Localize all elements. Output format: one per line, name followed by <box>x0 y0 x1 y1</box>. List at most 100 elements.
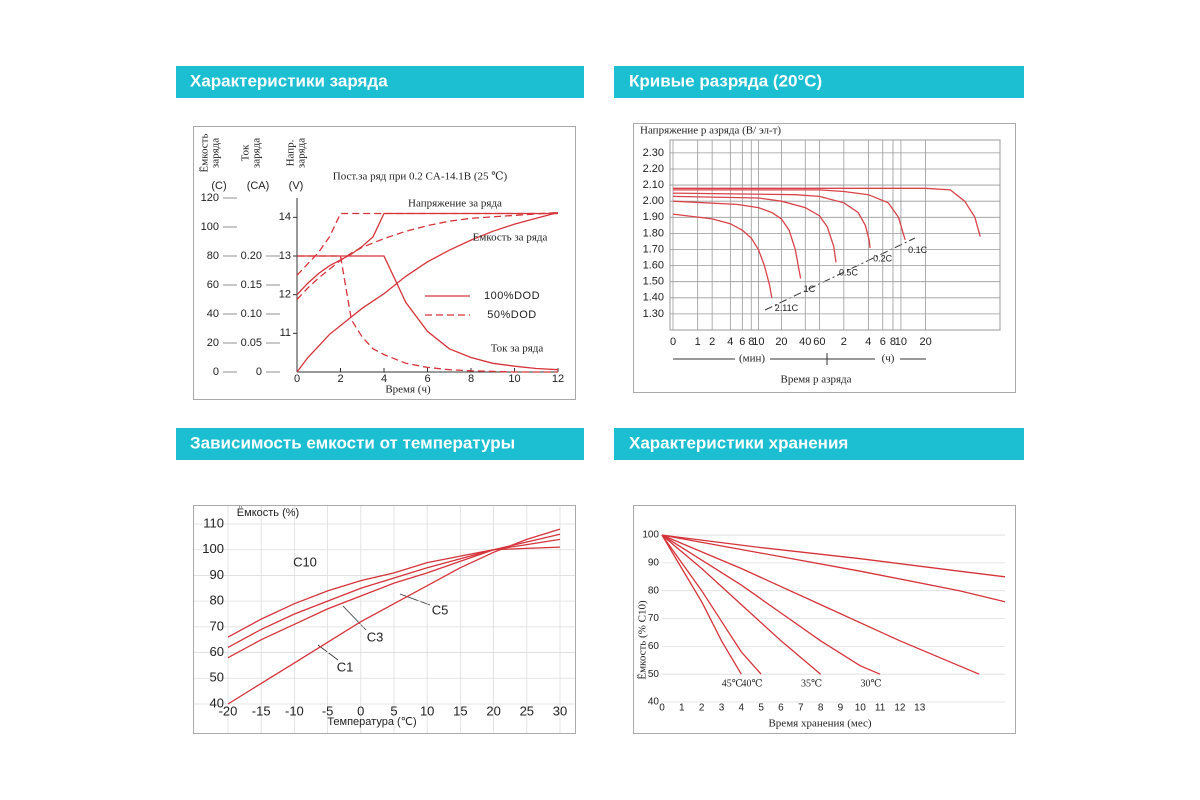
x-tick-label: 10 <box>855 703 867 714</box>
series-label: 2.11C <box>775 303 799 313</box>
x-tick-label: 13 <box>914 703 926 714</box>
x-tick-label: 2 <box>337 373 343 385</box>
x-tick-label: 1 <box>679 703 685 714</box>
x-tick-label: 12 <box>552 373 564 385</box>
x-tick-label: -15 <box>252 703 271 718</box>
x-axis-title: Температура (℃) <box>327 716 416 728</box>
curve <box>672 195 837 263</box>
x-tick-label: 4 <box>865 336 871 348</box>
x-tick-label: 8 <box>748 336 754 348</box>
x-tick-label: 0 <box>294 373 300 385</box>
banner-title: Характеристики хранения <box>629 433 848 452</box>
banner <box>614 428 1024 460</box>
chart-frame <box>193 505 576 734</box>
axis-title: заряда <box>251 138 263 168</box>
y-tick-label: 14 <box>279 211 291 223</box>
series-label: 45℃ <box>722 678 743 689</box>
y-tick-label: 60 <box>207 279 219 291</box>
x-tick-label: 15 <box>453 703 467 718</box>
curve <box>296 211 559 300</box>
x-tick-label: -10 <box>285 703 304 718</box>
y-tick-label: 1.40 <box>643 292 664 304</box>
y-tick-label: 50 <box>210 670 224 685</box>
y-tick-label: 90 <box>648 558 660 569</box>
series-label: C3 <box>367 629 384 644</box>
banner <box>176 428 584 460</box>
series-label: 1C <box>804 284 816 294</box>
axis-unit: (V) <box>289 180 304 192</box>
y-tick-label: 0 <box>213 366 219 378</box>
annotation: Пост.за ряд при 0.2 CA-14.1B (25 ℃) <box>333 171 508 183</box>
y-tick-label: 1.50 <box>643 276 664 288</box>
curve <box>673 189 906 240</box>
y-tick-label: 120 <box>201 192 219 204</box>
series-label: 0.1C <box>908 245 928 255</box>
y-tick-label: 1.30 <box>643 308 664 320</box>
x-tick-label: 10 <box>752 336 764 348</box>
x-tick-label: 2 <box>709 336 715 348</box>
curve <box>661 534 881 675</box>
curve <box>227 546 561 638</box>
curve <box>661 534 762 675</box>
y-tick-label: 100 <box>201 221 219 233</box>
series-label: 35℃ <box>801 678 822 689</box>
x-tick-label: 1 <box>695 336 701 348</box>
x-tick-label: 0 <box>357 703 364 718</box>
y-tick-label: 40 <box>207 308 219 320</box>
x-tick-label: 7 <box>798 703 804 714</box>
axis-title: заряда <box>210 138 222 168</box>
series-label: C1 <box>337 659 354 674</box>
y-tick-label: 0 <box>256 366 262 378</box>
y-axis-title: Ёмкость (%) <box>237 507 299 519</box>
banner-title: Характеристики заряда <box>190 71 388 90</box>
x-tick-label: 25 <box>520 703 534 718</box>
y-tick-label: 80 <box>648 585 660 596</box>
y-tick-label: 100 <box>642 530 659 541</box>
y-tick-label: 2.20 <box>643 163 664 175</box>
y-tick-label: 0.20 <box>241 250 262 262</box>
y-tick-label: 11 <box>280 327 291 339</box>
annotation: Емкость за ряда <box>473 232 548 244</box>
x-tick-label: 20 <box>486 703 500 718</box>
x-tick-label: 5 <box>758 703 764 714</box>
banner-title: Кривые разряда (20°C) <box>629 71 822 90</box>
y-tick-label: 1.80 <box>643 227 664 239</box>
x-tick-label: 11 <box>875 703 886 714</box>
axis-title: Ток <box>240 144 252 161</box>
x-group-label: (мин) <box>739 353 765 365</box>
x-tick-label: 2 <box>841 336 847 348</box>
curve <box>661 534 822 675</box>
x-tick-label: -5 <box>322 703 334 718</box>
y-tick-label: 70 <box>648 613 660 624</box>
y-tick-label: 50 <box>648 669 660 680</box>
x-tick-label: 10 <box>895 336 907 348</box>
y-tick-label: 100 <box>202 541 224 556</box>
axis-unit: (CA) <box>247 180 270 192</box>
x-tick-label: 60 <box>813 336 825 348</box>
x-tick-label: 0 <box>670 336 676 348</box>
x-tick-label: 2 <box>699 703 705 714</box>
curve <box>296 212 558 296</box>
curve <box>296 211 559 373</box>
chart-frame <box>633 123 1016 393</box>
leader <box>399 593 431 606</box>
x-tick-label: 6 <box>739 336 745 348</box>
x-tick-label: 10 <box>420 703 434 718</box>
y-tick-label: 20 <box>207 337 219 349</box>
y-tick-label: 0.10 <box>241 308 262 320</box>
x-axis-title: Время (ч) <box>385 384 431 396</box>
y-tick-label: 110 <box>203 515 224 530</box>
axis-title: Напр. <box>285 139 297 166</box>
x-tick-label: 6 <box>424 373 430 385</box>
y-tick-label: 13 <box>279 250 291 262</box>
y-tick-label: 70 <box>210 618 224 633</box>
y-tick-label: 60 <box>210 644 224 659</box>
banner <box>176 66 584 98</box>
banner-title: Зависимость емкости от температуры <box>190 433 515 452</box>
x-tick-label: 4 <box>381 373 387 385</box>
x-tick-label: 40 <box>799 336 811 348</box>
curve <box>672 200 802 279</box>
series-label: C10 <box>293 554 317 569</box>
y-tick-label: 0.15 <box>241 279 262 291</box>
